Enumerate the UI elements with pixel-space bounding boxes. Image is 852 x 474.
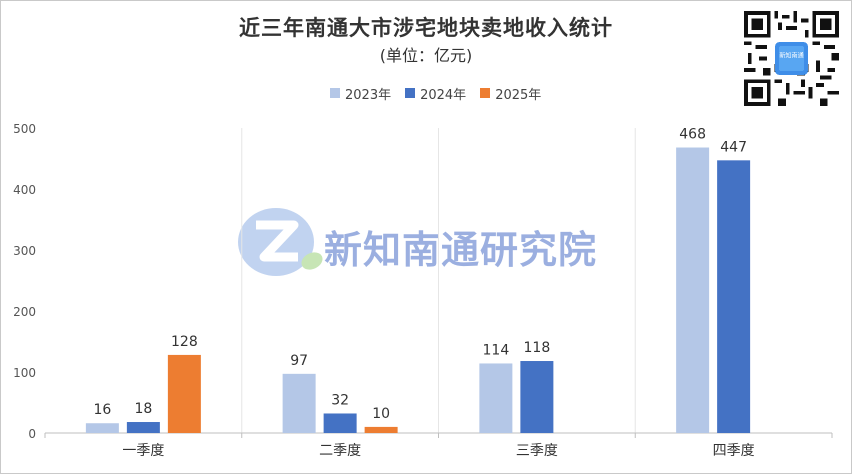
legend-item-2023: 2023年 <box>330 84 391 103</box>
watermark-text: 新知南通研究院 <box>324 228 598 272</box>
legend-label-2024: 2024年 <box>420 87 467 103</box>
watermark-z-icon <box>238 208 323 276</box>
legend-item-2024: 2024年 <box>405 84 466 103</box>
legend-swatch-2025 <box>480 88 491 98</box>
legend-swatch-2024 <box>405 88 416 98</box>
watermark-logo: 新知南通研究院 <box>236 205 616 280</box>
legend-label-2023: 2023年 <box>345 87 392 103</box>
chart-legend: 2023年 2024年 2025年 <box>330 84 541 103</box>
qr-code-icon: 新知南通 <box>744 11 839 106</box>
chart-title: 近三年南通大市涉宅地块卖地收入统计 <box>239 16 613 40</box>
chart-subtitle: (单位：亿元) <box>379 46 473 65</box>
qr-label: 新知南通 <box>779 51 803 59</box>
legend-item-2025: 2025年 <box>480 84 541 103</box>
legend-label-2025: 2025年 <box>495 87 542 103</box>
legend-swatch-2023 <box>330 88 340 98</box>
